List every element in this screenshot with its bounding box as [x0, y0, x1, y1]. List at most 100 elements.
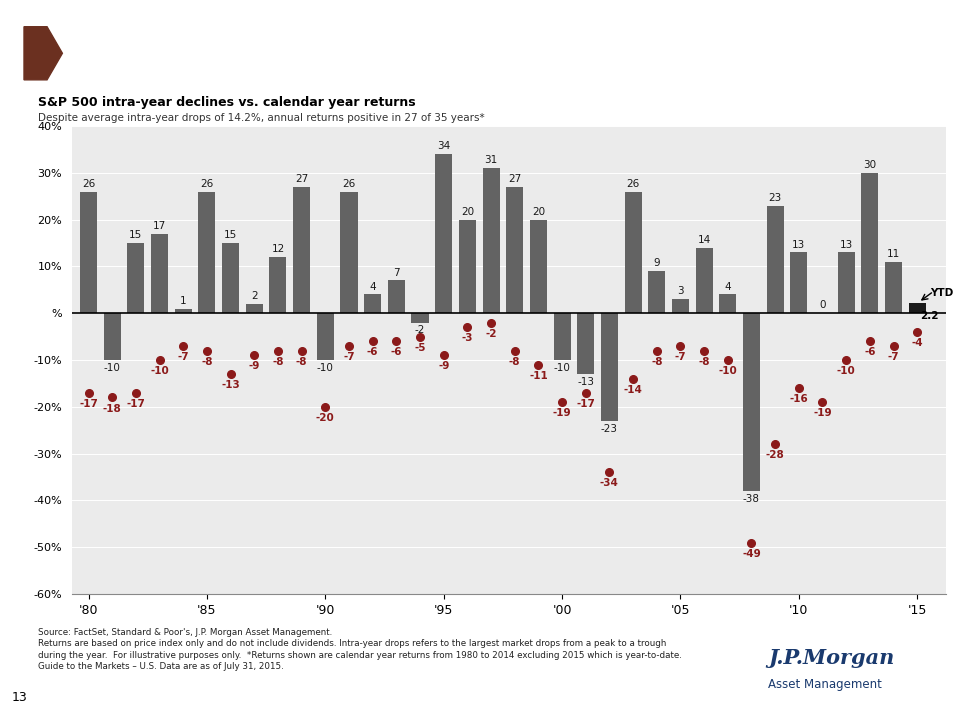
Text: GTM – U.S.  |  13: GTM – U.S. | 13	[830, 47, 927, 60]
Text: -20: -20	[316, 413, 335, 423]
Bar	[412, 313, 428, 323]
Text: -28: -28	[766, 450, 784, 460]
Text: S&P 500 intra-year declines vs. calendar year returns: S&P 500 intra-year declines vs. calendar…	[38, 96, 416, 109]
Text: 15: 15	[224, 230, 237, 240]
Text: Guide to the Markets – U.S. Data are as of July 31, 2015.: Guide to the Markets – U.S. Data are as …	[38, 662, 284, 671]
Text: J.P.Morgan: J.P.Morgan	[768, 648, 895, 668]
Bar	[483, 168, 499, 313]
Text: -19: -19	[813, 408, 831, 418]
Text: 9: 9	[654, 258, 660, 269]
Text: 26: 26	[627, 179, 639, 189]
Bar	[530, 220, 547, 313]
Text: -10: -10	[317, 363, 334, 373]
Text: -7: -7	[888, 352, 900, 362]
Bar	[364, 294, 381, 313]
Bar	[317, 313, 334, 360]
Bar	[601, 313, 618, 420]
Text: 23: 23	[769, 193, 781, 203]
Text: 26: 26	[82, 179, 95, 189]
Text: 27: 27	[508, 174, 521, 184]
Text: -49: -49	[742, 549, 761, 559]
Bar	[577, 313, 594, 374]
Bar	[459, 220, 476, 313]
Text: YTD: YTD	[930, 288, 953, 298]
Text: -2: -2	[415, 325, 425, 336]
Bar	[80, 192, 97, 313]
Text: -17: -17	[127, 399, 145, 409]
Text: -17: -17	[79, 399, 98, 409]
Text: 20: 20	[461, 207, 474, 217]
Text: -7: -7	[675, 352, 686, 362]
Bar	[151, 233, 168, 313]
Text: -2: -2	[486, 328, 496, 338]
Text: Returns are based on price index only and do not include dividends. Intra-year d: Returns are based on price index only an…	[38, 639, 667, 648]
Bar	[743, 313, 760, 491]
Text: -7: -7	[343, 352, 355, 362]
Bar	[767, 205, 783, 313]
Text: 30: 30	[863, 160, 876, 170]
Text: -7: -7	[178, 352, 189, 362]
Text: -18: -18	[103, 403, 122, 413]
Text: -38: -38	[743, 494, 760, 504]
Bar	[696, 248, 712, 313]
Bar	[341, 192, 357, 313]
Text: 26: 26	[201, 179, 213, 189]
Text: -10: -10	[718, 366, 737, 376]
Text: 20: 20	[532, 207, 545, 217]
Text: -5: -5	[415, 343, 426, 353]
Text: 1: 1	[180, 296, 186, 306]
Text: Asset Management: Asset Management	[768, 678, 882, 691]
Text: 14: 14	[698, 235, 710, 245]
Text: -8: -8	[273, 356, 284, 366]
Text: -13: -13	[577, 377, 594, 387]
Text: 15: 15	[130, 230, 142, 240]
Text: -14: -14	[624, 384, 642, 395]
Text: -8: -8	[509, 356, 520, 366]
Bar	[648, 271, 665, 313]
Text: -10: -10	[554, 363, 570, 373]
Text: -8: -8	[202, 356, 213, 366]
Bar	[554, 313, 570, 360]
Text: -13: -13	[221, 380, 240, 390]
Text: -8: -8	[296, 356, 307, 366]
Text: 13: 13	[12, 691, 27, 704]
Text: 0: 0	[819, 300, 826, 310]
Text: Annual returns and intra-year declines: Annual returns and intra-year declines	[77, 44, 424, 62]
Bar	[128, 243, 144, 313]
Text: 17: 17	[153, 221, 166, 231]
Text: -3: -3	[462, 333, 473, 343]
Text: -10: -10	[104, 363, 121, 373]
Text: 2: 2	[251, 291, 257, 301]
Text: -9: -9	[438, 361, 449, 372]
Text: -10: -10	[150, 366, 169, 376]
Bar	[199, 192, 215, 313]
Bar	[388, 280, 405, 313]
Text: -6: -6	[391, 347, 402, 357]
Text: -6: -6	[367, 347, 378, 357]
Text: 27: 27	[295, 174, 308, 184]
Text: 4: 4	[725, 282, 732, 292]
Bar	[861, 173, 878, 313]
Bar	[838, 253, 854, 313]
Text: 3: 3	[677, 287, 684, 297]
Bar	[506, 187, 523, 313]
Bar	[719, 294, 736, 313]
Text: 31: 31	[485, 156, 497, 166]
Bar	[175, 308, 192, 313]
Text: -8: -8	[651, 356, 662, 366]
Text: -16: -16	[789, 394, 808, 404]
Text: -23: -23	[601, 423, 618, 433]
Text: -6: -6	[864, 347, 876, 357]
Bar	[909, 303, 925, 313]
Text: 12: 12	[272, 244, 284, 254]
Bar	[790, 253, 807, 313]
Bar	[270, 257, 286, 313]
Text: 2.2: 2.2	[921, 311, 939, 321]
Text: -8: -8	[698, 356, 709, 366]
Text: 13: 13	[840, 240, 852, 250]
Bar	[104, 313, 121, 360]
Text: Despite average intra-year drops of 14.2%, annual returns positive in 27 of 35 y: Despite average intra-year drops of 14.2…	[38, 113, 485, 123]
Text: Equities: Equities	[8, 325, 21, 377]
Bar	[293, 187, 310, 313]
Bar	[885, 261, 902, 313]
